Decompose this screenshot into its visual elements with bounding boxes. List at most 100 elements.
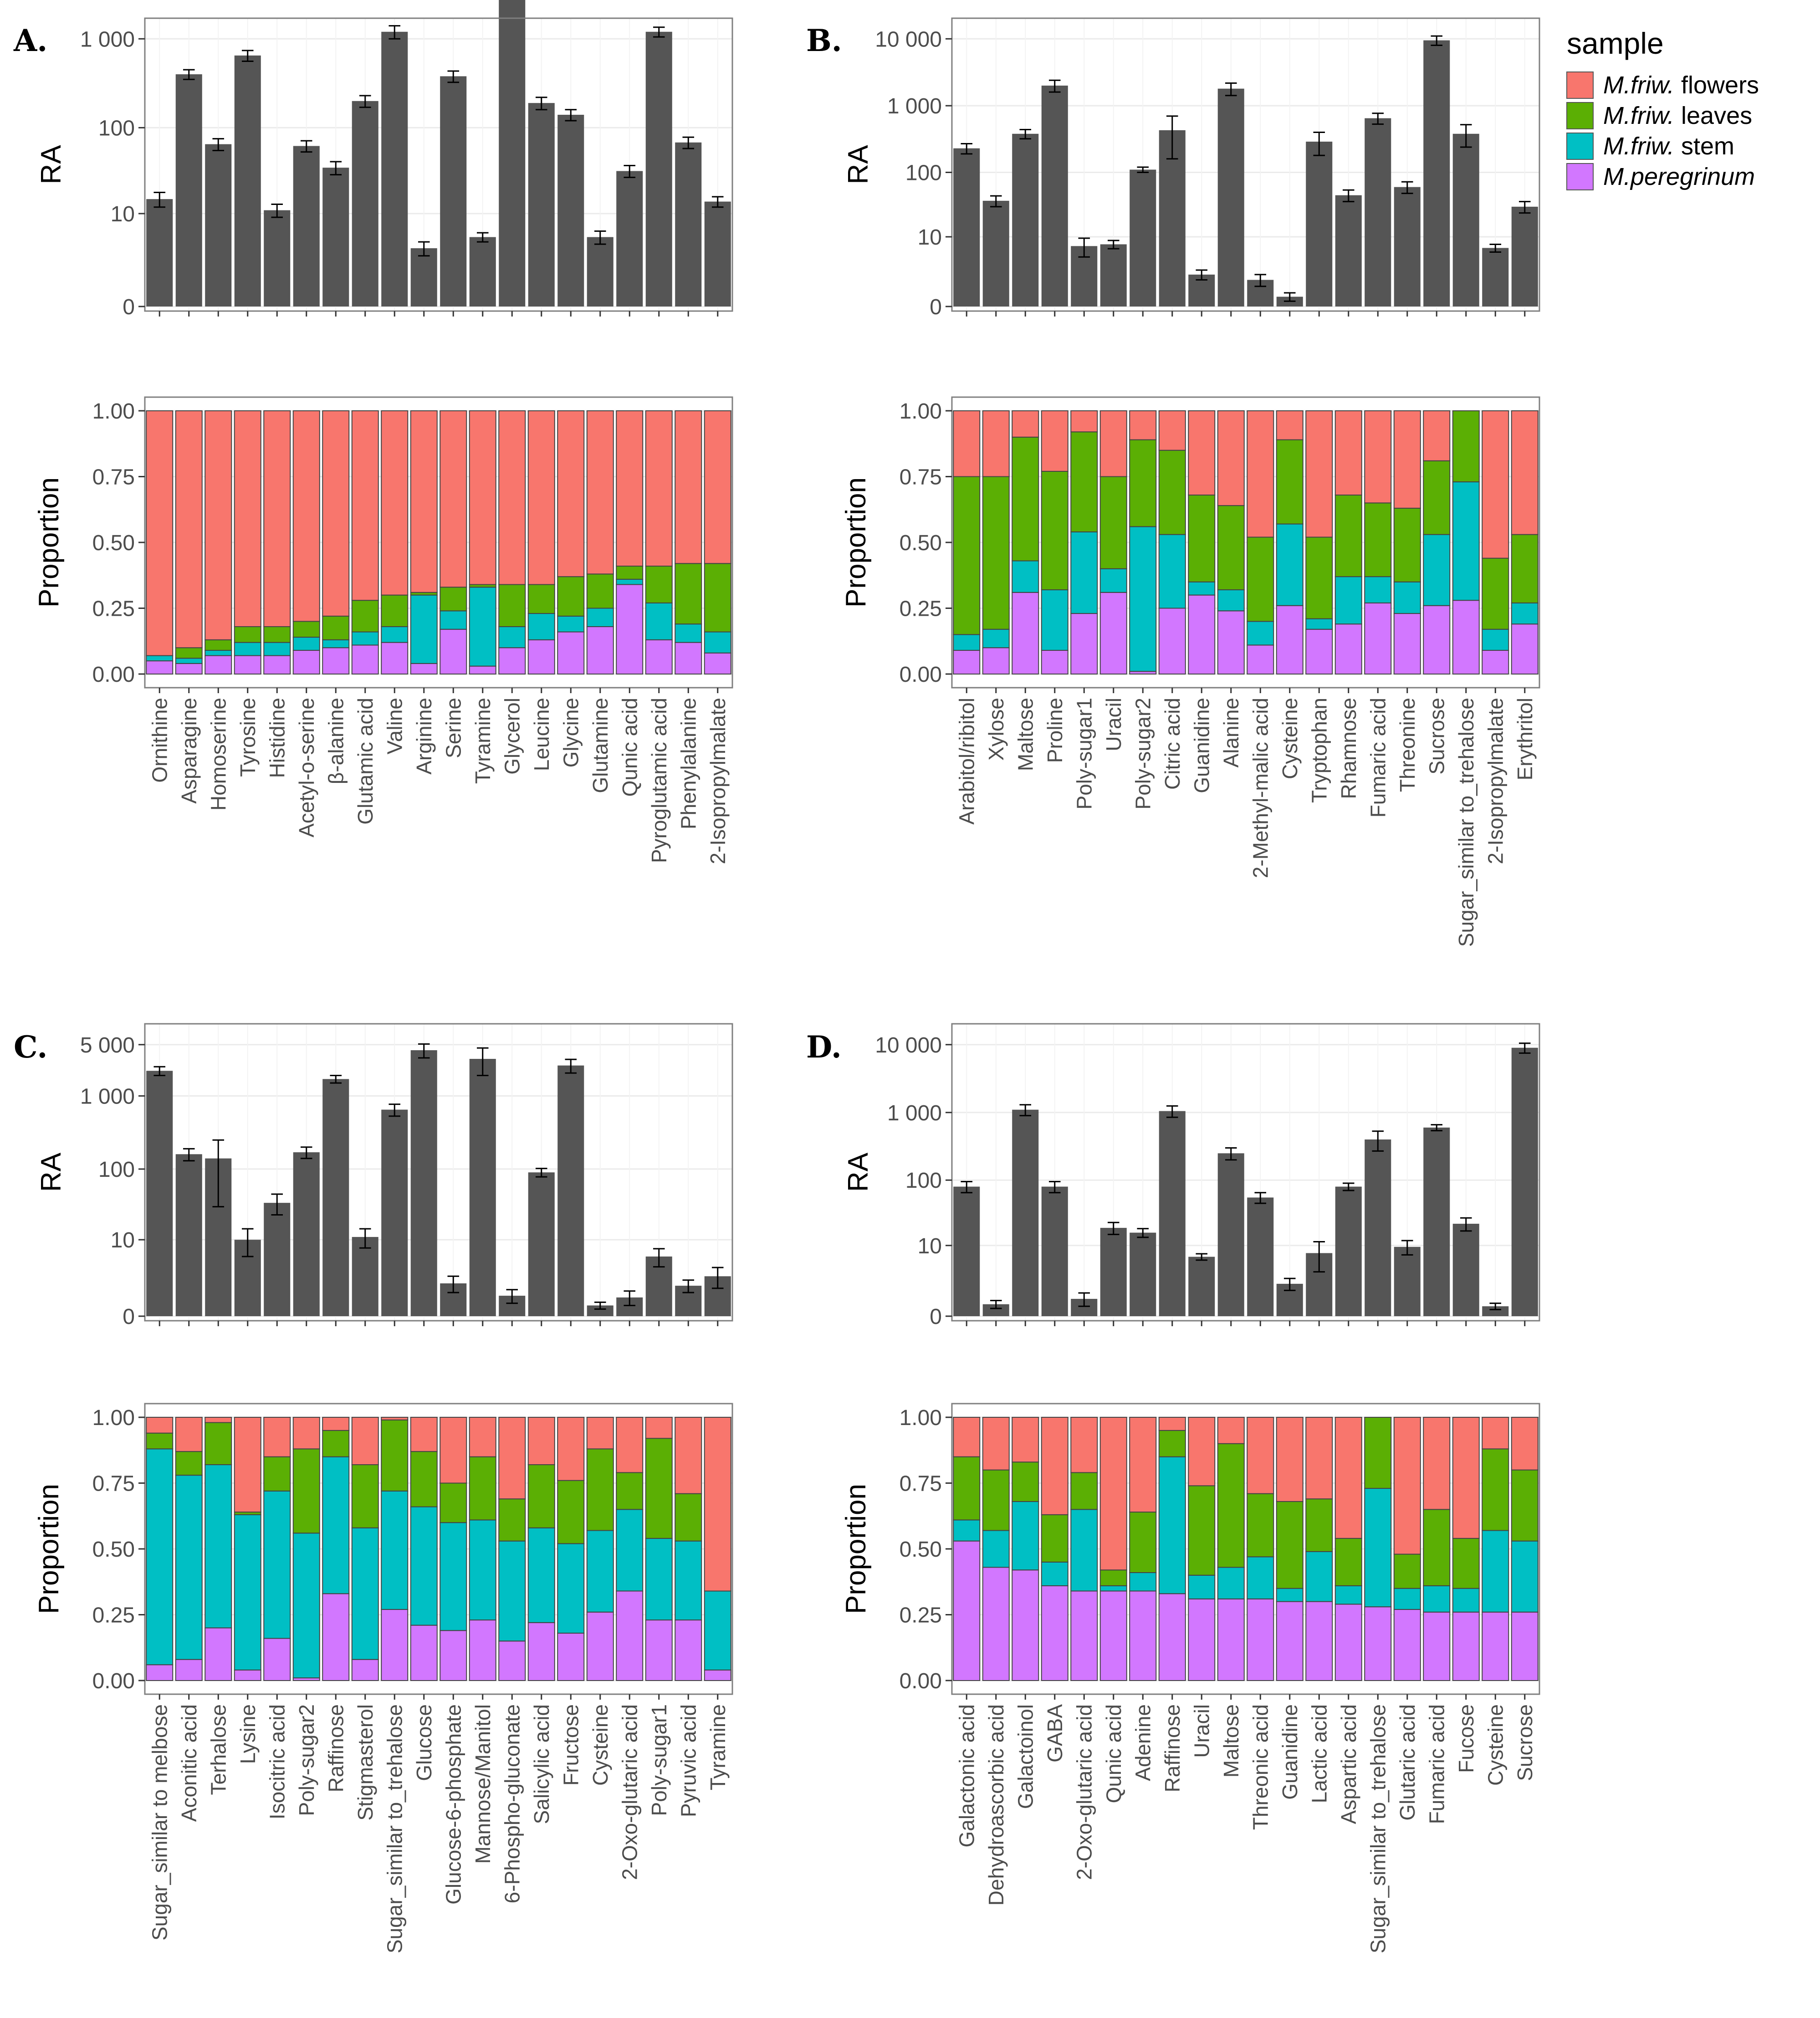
panel-d: D. 0 10 100 1 000 10 000 RA 0.00 0.25 0.50 0.75 1.0…	[806, 1023, 1540, 1953]
category-label: Homoserine	[206, 698, 230, 811]
prop-segment-stem	[1041, 589, 1068, 651]
category-label: Cysteine	[588, 1704, 612, 1786]
prop-segment-leaves	[204, 1422, 232, 1466]
category-label: Xylose	[984, 698, 1008, 761]
prop-segment-peregrinum	[1129, 1590, 1157, 1681]
category-label: Tyramine	[706, 1704, 730, 1790]
prop-segment-leaves	[1217, 1443, 1245, 1568]
ra-bar	[557, 115, 584, 307]
prop-segment-leaves	[557, 576, 585, 617]
ra-y-tick-label: 10 000	[875, 27, 942, 51]
prop-segment-leaves	[645, 1438, 673, 1539]
ra-y-tick-label: 1 000	[887, 1101, 942, 1125]
prop-segment-stem	[1393, 581, 1421, 614]
prop-segment-leaves	[1158, 450, 1186, 535]
prop-segment-flowers	[234, 410, 261, 627]
prop-segment-leaves	[1070, 1472, 1098, 1510]
category-label: Citric acid	[1161, 698, 1184, 790]
prop-segment-flowers	[557, 410, 585, 577]
category-label: Cysteine	[1278, 698, 1302, 779]
prop-segment-flowers	[1012, 1417, 1039, 1463]
prop-segment-stem	[704, 631, 731, 654]
prop-segment-leaves	[1452, 410, 1480, 483]
category-label: Sucrose	[1513, 1704, 1537, 1781]
prop-segment-leaves	[1393, 507, 1421, 582]
category-label: Cysteine	[1483, 1704, 1507, 1786]
prop-segment-flowers	[527, 410, 555, 585]
category-label: Glycerol	[500, 698, 524, 775]
prop-segment-flowers	[675, 1417, 702, 1494]
ra-bar	[1482, 248, 1509, 307]
category-label: Raffinose	[324, 1704, 348, 1793]
prop-segment-peregrinum	[675, 1620, 702, 1681]
prop-segment-peregrinum	[234, 1669, 261, 1681]
prop-segment-stem	[1305, 618, 1333, 630]
category-label: 2-Oxo-glutaric acid	[1072, 1704, 1096, 1880]
category-label: Galactoinol	[1013, 1704, 1037, 1809]
prop-segment-peregrinum	[469, 1620, 496, 1681]
prop-segment-flowers	[1129, 410, 1157, 440]
category-label: 2-Isopropylmalate	[706, 698, 730, 864]
prop-segment-stem	[1276, 523, 1304, 606]
category-label: Glutaric acid	[1396, 1704, 1419, 1821]
prop-segment-flowers	[1158, 410, 1186, 451]
ra-bar	[322, 1079, 349, 1316]
category-label: Glucose	[412, 1704, 436, 1781]
prop-segment-flowers	[527, 1417, 555, 1466]
category-label: Serine	[441, 698, 465, 758]
category-label: Terhalose	[206, 1704, 230, 1795]
prop-segment-flowers	[1276, 1417, 1304, 1502]
ra-bar	[469, 237, 496, 307]
legend-label-rest: stem	[1674, 133, 1734, 160]
category-label: Poly-sugar1	[1072, 698, 1096, 809]
prop-segment-peregrinum	[1511, 1611, 1539, 1681]
prop-segment-peregrinum	[263, 1638, 291, 1681]
prop-segment-flowers	[1188, 410, 1216, 496]
category-label: Poly-sugar2	[295, 1704, 318, 1816]
prop-segment-leaves	[498, 1498, 526, 1542]
legend-label-italic: M.peregrinum	[1603, 163, 1755, 190]
category-label: Uracil	[1102, 698, 1125, 751]
ra-plot-border	[951, 17, 1540, 312]
prop-segment-leaves	[1129, 1512, 1157, 1574]
prop-segment-stem	[953, 634, 981, 651]
prop-segment-peregrinum	[1364, 1606, 1392, 1681]
prop-segment-leaves	[675, 563, 702, 625]
prop-segment-peregrinum	[498, 1640, 526, 1681]
ra-bar	[322, 168, 349, 307]
prop-segment-flowers	[410, 1417, 438, 1452]
ra-y-tick-label: 100	[905, 1169, 942, 1193]
prop-segment-peregrinum	[498, 647, 526, 674]
prop-segment-peregrinum	[440, 1630, 467, 1681]
prop-segment-flowers	[175, 1417, 203, 1452]
ra-y-tick-label: 100	[98, 116, 135, 140]
ra-bar	[234, 55, 261, 307]
legend-swatch-flowers	[1566, 72, 1594, 99]
prop-segment-flowers	[292, 410, 320, 622]
category-label: Sugar_similar to_trehalose	[383, 1704, 406, 1953]
prop-segment-stem	[1247, 621, 1274, 646]
legend-label-flowers: M.friw. flowers	[1603, 72, 1759, 99]
prop-segment-stem	[322, 639, 350, 649]
prop-segment-flowers	[440, 410, 467, 588]
prop-segment-flowers	[675, 410, 702, 564]
prop-segment-stem	[645, 602, 673, 640]
category-label: Pyroglutamic acid	[647, 698, 671, 863]
ra-bar	[1012, 1109, 1039, 1316]
prop-segment-stem	[675, 1540, 702, 1621]
prop-segment-stem	[292, 1533, 320, 1679]
ra-y-tick-label: 0	[123, 1305, 135, 1329]
legend-label-italic: M.friw.	[1603, 102, 1674, 129]
ra-bar	[1365, 118, 1391, 307]
prop-segment-leaves	[1305, 1498, 1333, 1552]
prop-segment-stem	[1276, 1588, 1304, 1602]
prop-segment-flowers	[645, 1417, 673, 1439]
ra-y-tick-label: 10	[111, 202, 135, 226]
category-label: Arginine	[412, 698, 436, 775]
prop-segment-peregrinum	[263, 655, 291, 675]
prop-segment-stem	[322, 1456, 350, 1594]
category-label: Qunic acid	[618, 698, 641, 797]
prop-segment-peregrinum	[982, 647, 1010, 674]
prop-segment-leaves	[1188, 494, 1216, 582]
